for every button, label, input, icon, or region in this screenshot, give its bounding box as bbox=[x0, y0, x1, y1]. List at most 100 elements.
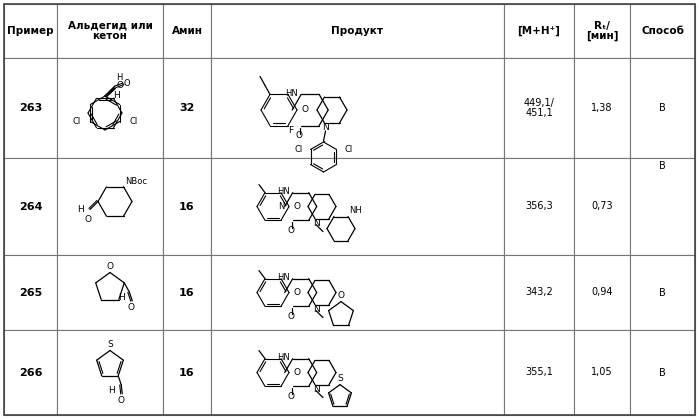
Text: Способ: Способ bbox=[641, 26, 684, 36]
Text: O: O bbox=[287, 392, 294, 401]
Bar bbox=[630, 255, 695, 330]
Text: 343,2: 343,2 bbox=[525, 288, 553, 297]
Text: Rₜ/: Rₜ/ bbox=[594, 21, 610, 31]
Text: Cl: Cl bbox=[130, 117, 138, 126]
Text: O: O bbox=[294, 288, 301, 297]
Bar bbox=[4, 158, 57, 255]
Text: кетон: кетон bbox=[92, 31, 127, 41]
Bar bbox=[504, 255, 574, 330]
Text: Амин: Амин bbox=[171, 26, 203, 36]
Bar bbox=[504, 330, 574, 415]
Text: 265: 265 bbox=[19, 288, 42, 297]
Text: NH: NH bbox=[349, 206, 362, 215]
Text: H: H bbox=[113, 90, 120, 100]
Text: O: O bbox=[85, 215, 92, 224]
Bar bbox=[163, 58, 211, 158]
Text: S: S bbox=[107, 340, 113, 349]
Text: Cl: Cl bbox=[345, 145, 353, 154]
Bar bbox=[574, 158, 630, 255]
Bar bbox=[574, 330, 630, 415]
Text: O: O bbox=[287, 226, 294, 235]
Text: Cl: Cl bbox=[72, 117, 80, 126]
Text: N: N bbox=[312, 385, 319, 394]
Text: O: O bbox=[296, 131, 303, 140]
Text: H: H bbox=[78, 205, 84, 214]
Bar bbox=[211, 158, 504, 255]
Bar bbox=[211, 330, 504, 415]
Text: H: H bbox=[108, 386, 115, 395]
Text: 355,1: 355,1 bbox=[525, 368, 553, 378]
Text: 1,05: 1,05 bbox=[591, 368, 613, 378]
Text: 266: 266 bbox=[19, 368, 42, 378]
Text: HN: HN bbox=[277, 273, 289, 282]
Text: 0,94: 0,94 bbox=[591, 288, 613, 297]
Text: 263: 263 bbox=[19, 103, 42, 113]
Text: O: O bbox=[124, 79, 130, 87]
Text: Продукт: Продукт bbox=[331, 26, 384, 36]
Text: F: F bbox=[289, 126, 294, 135]
Bar bbox=[163, 4, 211, 58]
Text: O: O bbox=[117, 81, 124, 89]
Text: 451,1: 451,1 bbox=[525, 108, 553, 118]
Bar bbox=[57, 58, 163, 158]
Bar bbox=[4, 58, 57, 158]
Text: Альдегид или: Альдегид или bbox=[68, 21, 152, 31]
Bar bbox=[4, 330, 57, 415]
Text: O: O bbox=[128, 303, 135, 312]
Text: Cl: Cl bbox=[294, 145, 303, 154]
Bar bbox=[211, 255, 504, 330]
Bar bbox=[163, 255, 211, 330]
Text: 449,1/: 449,1/ bbox=[524, 98, 554, 108]
Text: HN: HN bbox=[285, 89, 298, 98]
Text: B: B bbox=[659, 288, 666, 297]
Bar bbox=[630, 158, 695, 255]
Text: 32: 32 bbox=[180, 103, 195, 113]
Bar bbox=[630, 4, 695, 58]
Bar bbox=[504, 158, 574, 255]
Text: N: N bbox=[312, 305, 319, 314]
Text: O: O bbox=[338, 291, 345, 300]
Text: 16: 16 bbox=[179, 202, 195, 212]
Text: 356,3: 356,3 bbox=[525, 202, 553, 212]
Text: 0,73: 0,73 bbox=[591, 202, 613, 212]
Bar bbox=[630, 330, 695, 415]
Text: B: B bbox=[659, 103, 666, 113]
Bar bbox=[630, 58, 695, 158]
Bar bbox=[57, 158, 163, 255]
Text: O: O bbox=[106, 262, 113, 271]
Bar bbox=[211, 4, 504, 58]
Text: 16: 16 bbox=[179, 368, 195, 378]
Bar bbox=[57, 4, 163, 58]
Text: [M+H⁺]: [M+H⁺] bbox=[517, 26, 561, 36]
Text: [мин]: [мин] bbox=[586, 31, 618, 41]
Text: 16: 16 bbox=[179, 288, 195, 297]
Text: HN: HN bbox=[277, 187, 289, 196]
Bar bbox=[163, 330, 211, 415]
Bar bbox=[574, 58, 630, 158]
Text: N: N bbox=[278, 202, 285, 211]
Text: O: O bbox=[301, 105, 308, 115]
Text: O: O bbox=[287, 312, 294, 321]
Bar bbox=[57, 330, 163, 415]
Bar bbox=[504, 58, 574, 158]
Text: NBoc: NBoc bbox=[126, 177, 147, 186]
Bar bbox=[4, 255, 57, 330]
Text: HN: HN bbox=[277, 353, 289, 362]
Text: 1,38: 1,38 bbox=[591, 103, 613, 113]
Bar bbox=[163, 158, 211, 255]
Text: N: N bbox=[312, 219, 319, 228]
Text: O: O bbox=[117, 396, 124, 405]
Bar bbox=[574, 4, 630, 58]
Text: H: H bbox=[119, 293, 125, 302]
Text: B: B bbox=[659, 161, 666, 171]
Text: S: S bbox=[337, 374, 343, 383]
Bar bbox=[57, 255, 163, 330]
Text: O: O bbox=[294, 368, 301, 377]
Text: B: B bbox=[659, 368, 666, 378]
Text: H: H bbox=[116, 74, 122, 82]
Bar bbox=[504, 4, 574, 58]
Bar bbox=[211, 58, 504, 158]
Bar bbox=[574, 255, 630, 330]
Text: 264: 264 bbox=[19, 202, 42, 212]
Text: N: N bbox=[322, 123, 329, 132]
